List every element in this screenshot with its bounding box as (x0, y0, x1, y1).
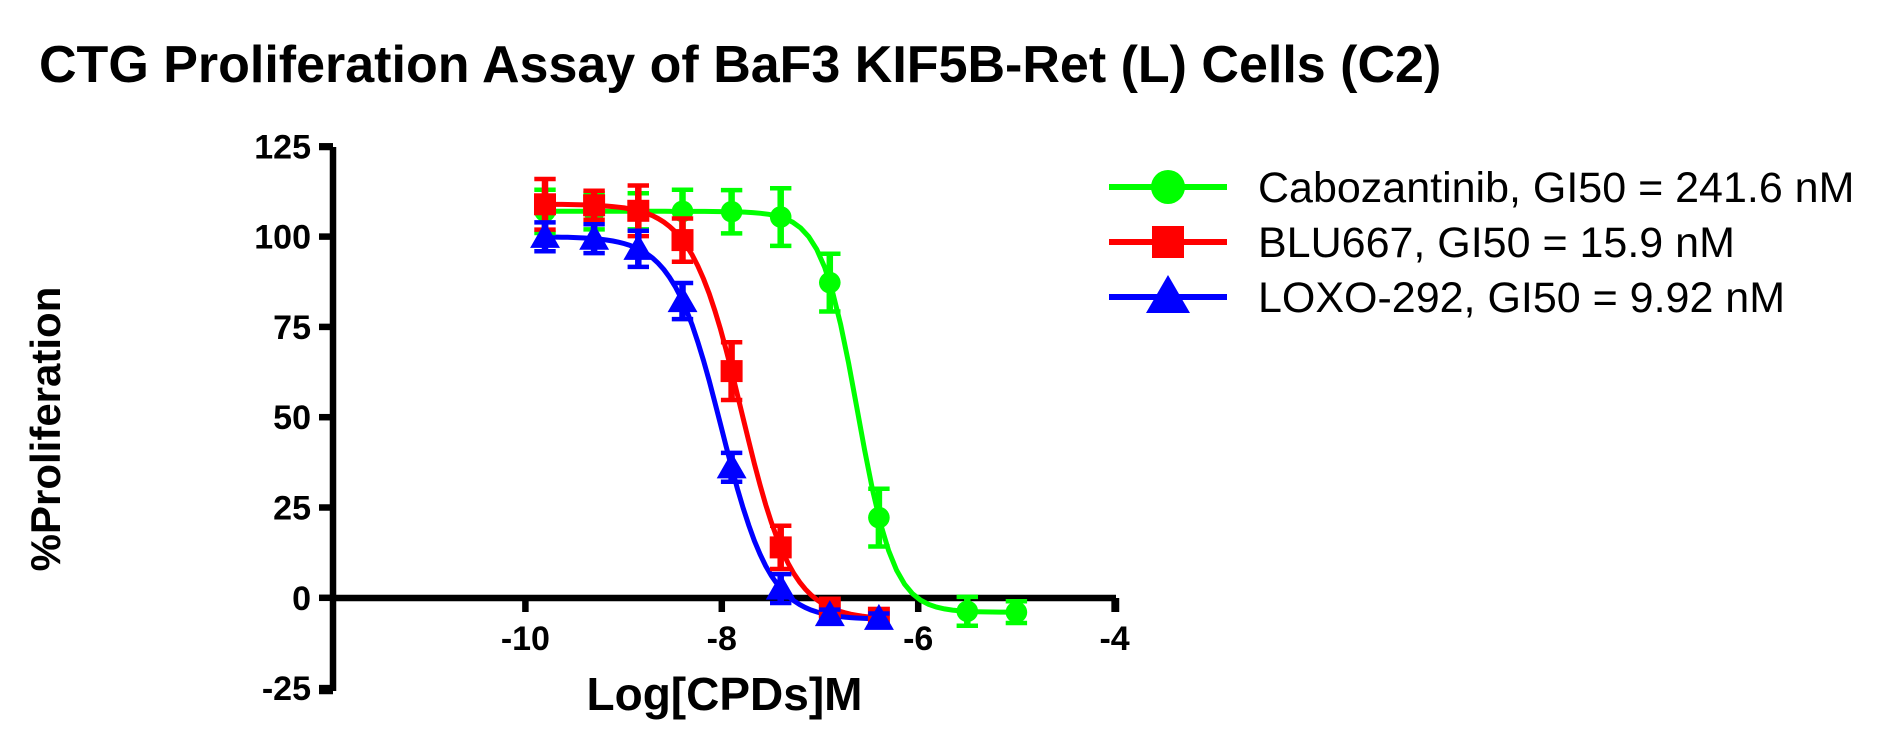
svg-text:%Proliferation: %Proliferation (22, 287, 69, 572)
svg-text:LOXO-292, GI50 = 9.92 nM: LOXO-292, GI50 = 9.92 nM (1258, 274, 1785, 322)
svg-text:-8: -8 (707, 620, 737, 658)
svg-text:-10: -10 (501, 620, 550, 658)
svg-text:Log[CPDs]M: Log[CPDs]M (587, 668, 863, 720)
svg-text:-4: -4 (1099, 620, 1129, 658)
svg-text:100: 100 (254, 219, 311, 257)
svg-text:-25: -25 (262, 670, 311, 708)
svg-text:25: 25 (273, 490, 311, 528)
svg-text:125: 125 (254, 128, 311, 166)
svg-text:50: 50 (273, 399, 311, 437)
svg-text:-6: -6 (903, 620, 933, 658)
svg-text:75: 75 (273, 309, 311, 347)
svg-text:0: 0 (292, 580, 311, 618)
svg-text:Cabozantinib, GI50 = 241.6 nM: Cabozantinib, GI50 = 241.6 nM (1258, 164, 1854, 212)
svg-text:BLU667, GI50 = 15.9 nM: BLU667, GI50 = 15.9 nM (1258, 219, 1735, 267)
